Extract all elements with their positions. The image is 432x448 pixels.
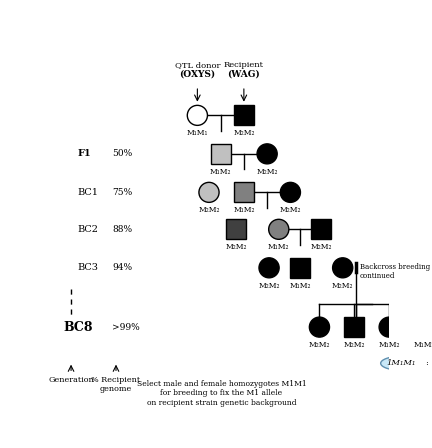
Text: (OXYS): (OXYS)	[179, 69, 216, 78]
Bar	[414, 317, 432, 337]
Circle shape	[269, 220, 289, 239]
Text: M₁M₂: M₁M₂	[289, 282, 311, 290]
Ellipse shape	[381, 356, 421, 370]
Text: 94%: 94%	[112, 263, 132, 272]
Bar	[234, 182, 254, 202]
Bar	[234, 105, 254, 125]
Circle shape	[257, 144, 277, 164]
Text: M₁M₂: M₁M₂	[210, 168, 232, 176]
Text: M₁M₁: M₁M₁	[187, 129, 208, 137]
Bar	[290, 258, 310, 278]
Bar	[311, 220, 331, 239]
Circle shape	[379, 317, 399, 337]
Text: M₂M₂: M₂M₂	[226, 243, 247, 251]
Text: M₁M₂: M₁M₂	[268, 243, 289, 251]
Text: M₂M₂: M₂M₂	[256, 168, 278, 176]
Text: Generation: Generation	[48, 375, 94, 383]
Text: BC2: BC2	[77, 225, 98, 234]
Text: F1: F1	[77, 149, 91, 158]
Bar	[210, 144, 231, 164]
Text: M₂M₂: M₂M₂	[309, 341, 330, 349]
Text: M₂M₂: M₂M₂	[332, 282, 353, 290]
Text: M₂M₂: M₂M₂	[198, 206, 220, 214]
Text: (WAG): (WAG)	[228, 69, 260, 78]
Text: 75%: 75%	[112, 188, 132, 197]
Text: % Recipient
genome: % Recipient genome	[92, 375, 140, 393]
Text: 1M₁M₁: 1M₁M₁	[386, 359, 416, 367]
Text: M₁M₂: M₁M₂	[378, 341, 400, 349]
Text: BC3: BC3	[77, 263, 98, 272]
Bar	[344, 317, 364, 337]
Text: BC8: BC8	[64, 321, 93, 334]
Text: M₂M₂: M₂M₂	[233, 129, 254, 137]
Text: M₁M₂: M₁M₂	[233, 206, 254, 214]
Text: M₂M₂: M₂M₂	[258, 282, 280, 290]
Text: 88%: 88%	[112, 225, 132, 234]
Text: Recipient: Recipient	[224, 61, 264, 69]
Text: M₁M₂: M₁M₂	[413, 341, 432, 349]
Text: 50%: 50%	[112, 149, 132, 158]
Circle shape	[280, 182, 300, 202]
Text: BC1: BC1	[77, 188, 98, 197]
Text: Backcross breeding
continued: Backcross breeding continued	[360, 263, 430, 280]
Text: : 2M₁M₂ : 1M₂M₂: : 2M₁M₂ : 1M₂M₂	[426, 359, 432, 367]
Text: M₂M₂: M₂M₂	[343, 341, 365, 349]
Circle shape	[199, 182, 219, 202]
Circle shape	[309, 317, 330, 337]
Text: >99%: >99%	[112, 323, 140, 332]
Bar	[226, 220, 246, 239]
Text: M₂M₂: M₂M₂	[280, 206, 301, 214]
Circle shape	[259, 258, 279, 278]
Text: M₂M₂: M₂M₂	[311, 243, 332, 251]
Circle shape	[333, 258, 353, 278]
Text: Select male and female homozygotes M1M1
for breeding to fix the M1 allele
on rec: Select male and female homozygotes M1M1 …	[137, 380, 306, 407]
Text: QTL donor: QTL donor	[175, 61, 220, 69]
Circle shape	[187, 105, 207, 125]
